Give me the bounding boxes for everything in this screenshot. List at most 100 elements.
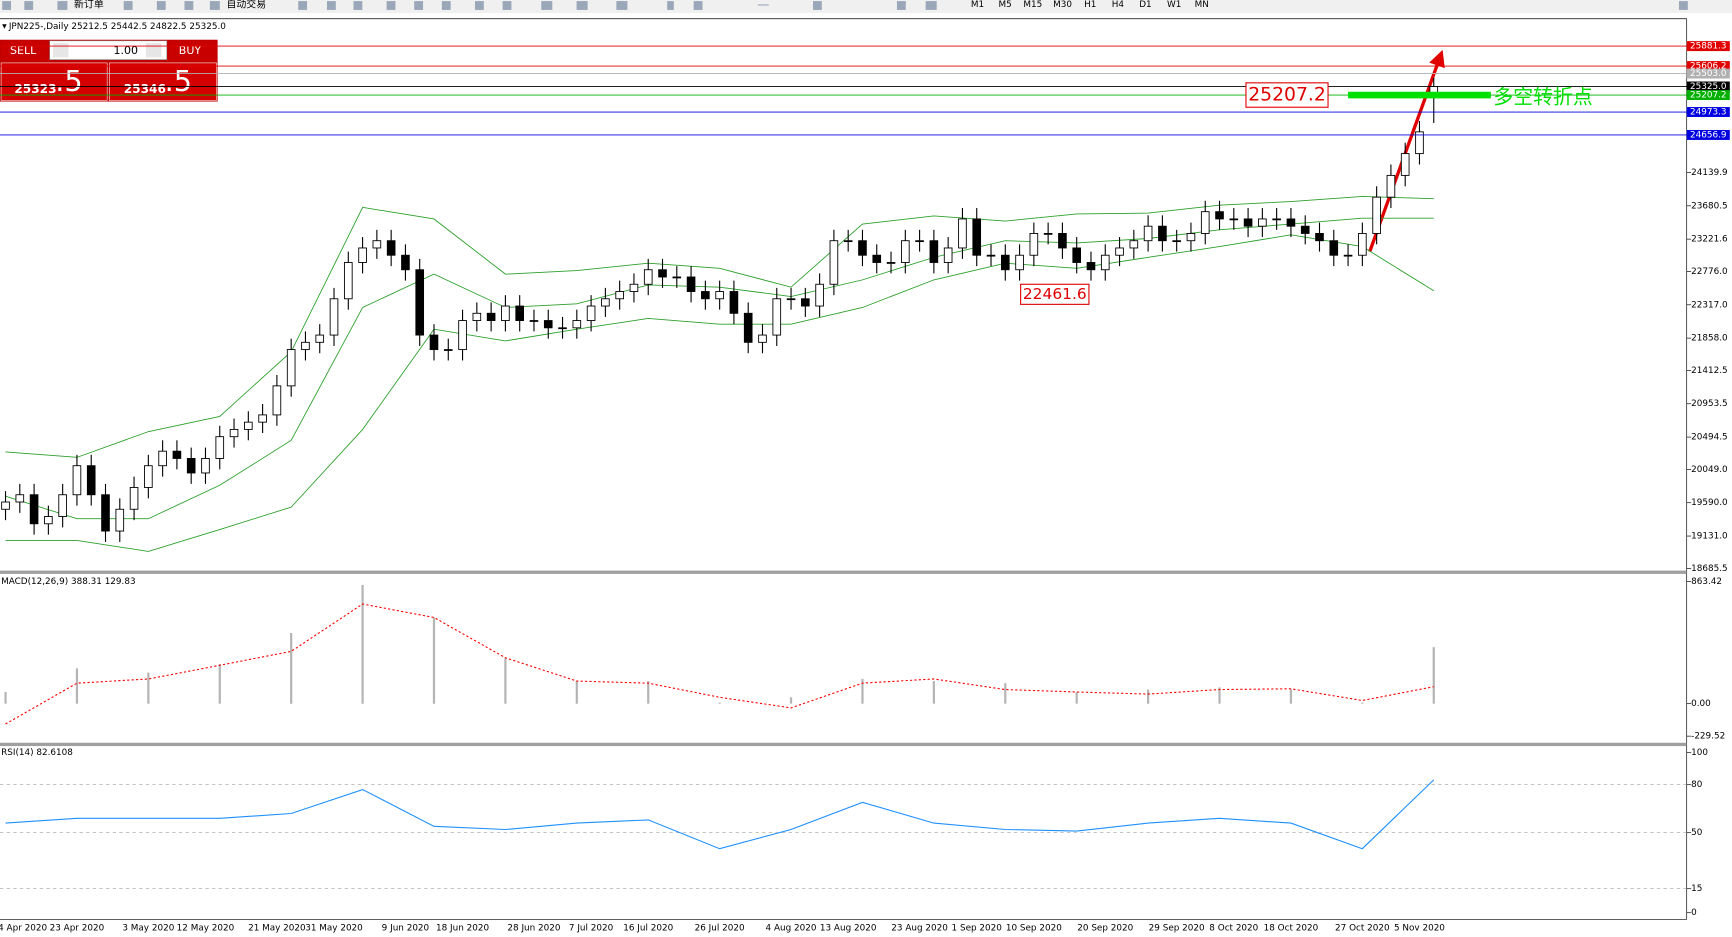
- annotation-box: [1020, 283, 1090, 305]
- candle-body: [629, 283, 639, 292]
- candle-body: [1043, 233, 1053, 235]
- candle-body: [1129, 240, 1139, 249]
- candle-body: [29, 494, 39, 525]
- lot-decrease[interactable]: [53, 43, 69, 58]
- candle-body: [15, 494, 25, 503]
- annotation-note: 多空转折点: [1493, 86, 1592, 109]
- candle-body: [529, 320, 539, 322]
- candle-body: [1329, 240, 1339, 256]
- timeframe-button[interactable]: M30: [1053, 0, 1072, 10]
- candle-body: [701, 291, 710, 300]
- toolbar: [0, 0, 1732, 14]
- candle-body: [1400, 153, 1410, 176]
- panel-separator: [0, 570, 1687, 574]
- candle-body: [1386, 174, 1396, 198]
- candle-body: [743, 312, 753, 343]
- sell-price-pips: .5: [55, 64, 82, 98]
- candle-body: [1000, 254, 1010, 271]
- timeframe-button[interactable]: H1: [1084, 0, 1096, 10]
- candle-body: [301, 341, 310, 351]
- x-tick-label: 23 Aug 2020: [891, 924, 948, 934]
- x-tick-label: 5 Nov 2020: [1394, 924, 1445, 934]
- timeframe-button[interactable]: M1: [971, 0, 984, 10]
- candle-body: [343, 262, 353, 300]
- timeframe-button[interactable]: H4: [1112, 0, 1125, 10]
- y-tick-label: 50: [1691, 828, 1703, 838]
- candle-body: [186, 458, 196, 474]
- candle-body: [201, 458, 210, 474]
- candle-body: [843, 240, 853, 243]
- chart-icon: [2, 24, 7, 29]
- y-tick-label: 22776.0: [1691, 267, 1728, 277]
- candle-body: [386, 240, 396, 256]
- candle-body: [358, 247, 367, 263]
- timeframe-button[interactable]: D1: [1139, 0, 1151, 10]
- candle-body: [58, 494, 67, 517]
- candle-body: [786, 298, 796, 301]
- candle-body: [415, 269, 425, 336]
- annotation-box: [1245, 82, 1329, 108]
- y-tick-label: 863.42: [1691, 577, 1722, 587]
- y-tick-label: 23221.6: [1691, 235, 1728, 245]
- candle-body: [215, 436, 225, 459]
- candle-body: [758, 334, 767, 343]
- y-tick-label: 22317.0: [1691, 300, 1728, 310]
- candle-body: [1415, 131, 1424, 155]
- buy-label: BUY: [179, 44, 202, 57]
- lot-value: 1.00: [114, 44, 139, 57]
- y-tick-label: 19590.0: [1691, 498, 1728, 508]
- lot-increase[interactable]: [145, 43, 162, 58]
- candle-body: [229, 428, 239, 438]
- buy-price: 25346: [124, 82, 166, 96]
- timeframe-button[interactable]: W1: [1167, 0, 1181, 10]
- candle-body: [829, 240, 839, 285]
- candle-body: [172, 450, 182, 459]
- candle-body: [886, 262, 896, 264]
- candle-body: [801, 298, 810, 307]
- lot-input[interactable]: [49, 40, 168, 60]
- candle-body: [1229, 218, 1239, 221]
- y-tick-label: -229.52: [1691, 732, 1725, 742]
- candle-body: [101, 494, 110, 532]
- buy-price-box[interactable]: [109, 62, 217, 101]
- timeframe-button[interactable]: M15: [1023, 0, 1042, 10]
- x-tick-label: 18 Oct 2020: [1264, 924, 1319, 934]
- chart-title: JPN225-,Daily 25212.5 25442.5 24822.5 25…: [8, 22, 226, 32]
- candle-body: [515, 305, 524, 321]
- x-tick-label: 31 May 2020: [305, 924, 363, 934]
- indicator-title: MACD(12,26,9) 388.31 129.83: [1, 577, 136, 587]
- candle-body: [643, 269, 653, 285]
- candle-body: [686, 276, 696, 292]
- timeframe-button[interactable]: M5: [999, 0, 1012, 10]
- candle-body: [572, 320, 582, 329]
- timeframe-button[interactable]: MN: [1195, 0, 1209, 10]
- price-level-label: 24656.9: [1690, 130, 1727, 140]
- candle-body: [1029, 233, 1039, 256]
- candle-body: [615, 291, 624, 300]
- sell-price-box[interactable]: [0, 62, 108, 101]
- candle-body: [72, 465, 82, 496]
- annotation-label: 25207.2: [1248, 85, 1326, 106]
- x-tick-label: 3 May 2020: [122, 924, 174, 934]
- price-level-box: [1686, 68, 1730, 79]
- x-tick-label: 14 Apr 2020: [0, 924, 47, 934]
- price-level-box: [1686, 41, 1730, 52]
- candle-body: [244, 421, 253, 430]
- x-tick-label: 4 Aug 2020: [766, 924, 817, 934]
- candle-body: [1315, 233, 1324, 242]
- candle-body: [901, 240, 910, 263]
- y-tick-label: 18685.5: [1691, 564, 1728, 574]
- toolbar-button[interactable]: 新订单: [74, 0, 104, 10]
- trade-panel: SELL 1.00 BUY 25323 .5 25346 .5: [0, 39, 218, 102]
- sell-label: SELL: [10, 44, 37, 57]
- candle-body: [601, 298, 610, 307]
- toolbar-button[interactable]: 自动交易: [226, 0, 266, 10]
- candle-body: [958, 218, 967, 249]
- bollinger-band: [5, 234, 1434, 552]
- x-tick-label: 23 Apr 2020: [50, 924, 105, 934]
- candle-body: [44, 516, 53, 525]
- price-level-box: [1686, 81, 1730, 92]
- price-level-box: [1686, 107, 1730, 117]
- candle-body: [1286, 218, 1296, 227]
